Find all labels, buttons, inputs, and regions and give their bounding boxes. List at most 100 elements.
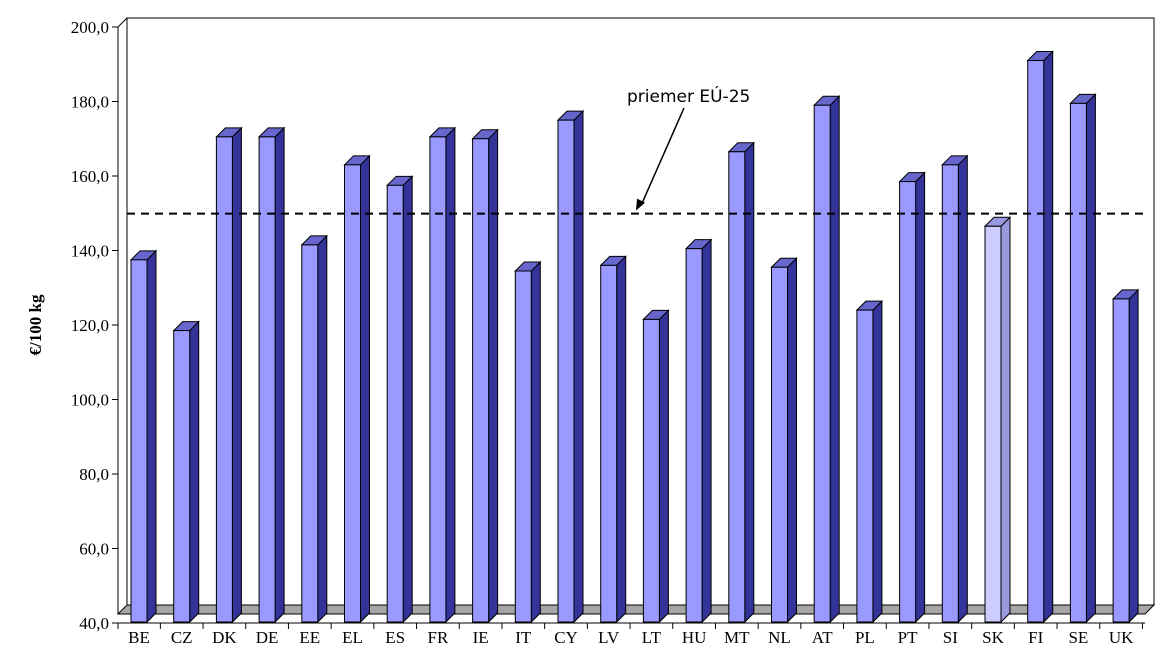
bar-cy xyxy=(556,109,585,624)
annotation-arrowhead xyxy=(636,198,645,211)
reference-line-label: priemer EÚ-25 xyxy=(627,85,750,107)
x-tick-label-si: SI xyxy=(943,628,958,647)
bar-front xyxy=(472,138,490,623)
axes xyxy=(112,17,1155,629)
bar-pt xyxy=(898,171,926,624)
bar-front xyxy=(557,119,575,623)
bar-side xyxy=(616,255,627,624)
bar-front xyxy=(258,136,276,623)
bar-side xyxy=(701,238,712,624)
bar-side xyxy=(787,257,797,624)
y-tick-label: 140,0 xyxy=(71,242,109,261)
bar-lt xyxy=(642,309,670,624)
bar-de xyxy=(257,126,286,624)
bar-nl xyxy=(770,257,798,624)
bar-side xyxy=(1085,93,1096,624)
bar-it xyxy=(514,260,542,624)
bar-ee xyxy=(300,234,329,624)
bar-front xyxy=(344,164,361,623)
bar-side xyxy=(1000,216,1011,624)
bar-side xyxy=(317,234,328,624)
bar-side xyxy=(1128,288,1139,624)
bar-front xyxy=(1112,298,1130,623)
y-tick-label: 60,0 xyxy=(79,540,109,559)
bar-lv xyxy=(599,255,627,624)
bar-side xyxy=(530,260,541,624)
bar-front xyxy=(173,330,191,623)
x-tick-label-dk: DK xyxy=(212,628,237,647)
bar-side xyxy=(957,154,968,624)
y-tick-label: 200,0 xyxy=(71,18,109,37)
bars xyxy=(129,50,1140,624)
bar-side xyxy=(1043,50,1054,624)
bar-front xyxy=(984,225,1002,623)
bar-fi xyxy=(1026,50,1054,624)
bar-front xyxy=(429,136,447,623)
back-wall xyxy=(126,17,1155,605)
y-axis-label: €/100 kg xyxy=(26,294,45,355)
bar-sk xyxy=(983,216,1012,624)
bar-front xyxy=(771,266,788,623)
x-tick-label-lv: LV xyxy=(598,628,620,647)
bar-front xyxy=(856,309,874,623)
x-tick-label-hu: HU xyxy=(682,628,707,647)
x-tick-label-ie: IE xyxy=(473,628,489,647)
x-tick-label-lt: LT xyxy=(642,628,662,647)
bar-side xyxy=(402,175,413,624)
x-tick-label-uk: UK xyxy=(1109,628,1134,647)
bar-front xyxy=(813,104,831,623)
bar-pl xyxy=(855,299,884,624)
x-tick-label-cz: CZ xyxy=(171,628,193,647)
bar-front xyxy=(728,151,746,623)
bar-hu xyxy=(684,238,713,624)
bar-fr xyxy=(428,126,457,624)
y-tick-label: 160,0 xyxy=(71,167,109,186)
bar-side xyxy=(829,95,840,624)
x-tick-label-de: DE xyxy=(256,628,279,647)
bar-front xyxy=(514,270,532,623)
bar-es xyxy=(385,175,414,624)
bar-ie xyxy=(471,128,499,624)
bar-front xyxy=(1027,60,1045,623)
bar-side xyxy=(146,249,157,624)
x-tick-label-nl: NL xyxy=(768,628,791,647)
bar-front xyxy=(642,318,660,623)
y-axis-depth-line xyxy=(117,17,128,28)
x-tick-label-cy: CY xyxy=(554,628,578,647)
bar-at xyxy=(812,95,841,624)
x-tick-label-es: ES xyxy=(385,628,405,647)
bar-front xyxy=(899,181,917,623)
bar-dk xyxy=(215,126,243,624)
bar-uk xyxy=(1111,288,1140,624)
bar-side xyxy=(573,109,584,624)
bar-side xyxy=(274,126,285,624)
x-tick-label-pt: PT xyxy=(898,628,918,647)
bar-side xyxy=(231,126,242,624)
bar-front xyxy=(130,259,148,623)
bar-se xyxy=(1069,93,1097,624)
bar-front xyxy=(600,264,618,623)
reference-line-group: priemer EÚ-25 xyxy=(127,85,1144,215)
bar-side xyxy=(189,320,200,624)
x-tick-label-be: BE xyxy=(128,628,150,647)
bar-side xyxy=(445,126,456,624)
x-tick-label-it: IT xyxy=(515,628,532,647)
y-tick-label: 80,0 xyxy=(79,465,109,484)
bar-front xyxy=(1069,102,1087,623)
bar-front xyxy=(386,184,404,623)
bar-side xyxy=(744,141,755,624)
bar-el xyxy=(343,154,371,624)
x-tick-label-se: SE xyxy=(1068,628,1088,647)
annotation-arrow xyxy=(640,107,685,206)
x-tick-label-ee: EE xyxy=(299,628,320,647)
bar-mt xyxy=(727,141,756,624)
bar-front xyxy=(215,136,233,623)
y-tick-label: 100,0 xyxy=(71,391,109,410)
tick-labels: 40,0 60,0 80,0 100,0 120,0 140,0 160,0 180,0 200… xyxy=(71,18,1134,647)
y-tick-label: 120,0 xyxy=(71,316,109,335)
bar-be xyxy=(129,249,158,624)
x-tick-label-el: EL xyxy=(342,628,363,647)
bar-cz xyxy=(172,320,200,624)
x-tick-label-sk: SK xyxy=(982,628,1004,647)
